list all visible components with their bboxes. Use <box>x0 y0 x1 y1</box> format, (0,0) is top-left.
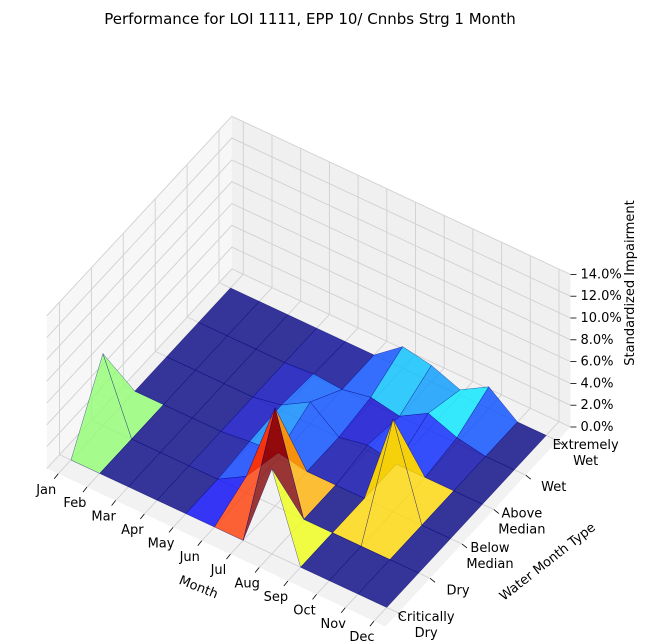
y-tick-mark <box>429 578 436 583</box>
x-tick-label: Jan <box>35 483 56 498</box>
gridline-z <box>46 115 571 317</box>
z-tick-label: 6.0% <box>580 355 613 370</box>
z-tick-label: 10.0% <box>580 311 621 326</box>
x-tick-label: Aug <box>234 577 259 592</box>
x-tick-mark <box>340 607 346 614</box>
y-tick-label: Below Median <box>466 541 513 572</box>
x-tick-mark <box>140 513 145 520</box>
x-tick-mark <box>283 580 289 587</box>
gridline-z <box>46 202 571 404</box>
y-tick-label: Dry <box>447 583 470 598</box>
z-tick-label: 12.0% <box>580 289 621 304</box>
x-tick-mark <box>53 473 59 480</box>
y-tick-mark <box>525 474 532 480</box>
gridline-z <box>46 224 571 426</box>
x-tick-mark <box>312 594 317 600</box>
z-tick-label: 4.0% <box>580 376 613 391</box>
y-tick-mark <box>557 440 563 446</box>
chart-title: Performance for LOI 1111, EPP 10/ Cnnbs … <box>104 10 516 28</box>
surface-patch <box>357 559 420 608</box>
x-tick-mark <box>369 620 375 627</box>
x-tick-label: May <box>148 536 175 551</box>
left-pane <box>46 116 232 469</box>
x-tick-label: Feb <box>63 496 86 511</box>
gridline-z <box>46 181 571 382</box>
y-tick-label: Above Median <box>498 507 545 538</box>
x-tick-label: Apr <box>121 523 144 538</box>
x-tick-mark <box>254 567 260 573</box>
y-tick-label: Critically Dry <box>398 610 455 641</box>
x-tick-mark <box>82 486 88 493</box>
y-tick-mark <box>461 543 468 549</box>
y-tick-label: Extremely Wet <box>553 438 619 469</box>
x-tick-label: Mar <box>91 510 116 525</box>
back-pane <box>231 116 571 428</box>
z-tick-label: 2.0% <box>580 398 613 413</box>
x-tick-mark <box>168 527 174 533</box>
x-tick-mark <box>226 553 231 560</box>
y-tick-mark <box>397 612 404 618</box>
x-tick-label: Jun <box>179 550 200 565</box>
z-tick-label: 14.0% <box>580 267 621 282</box>
y-tick-mark <box>493 509 500 514</box>
z-axis-label: Standardized Impairment <box>623 200 638 365</box>
x-tick-label: Jul <box>210 563 227 578</box>
x-tick-mark <box>197 540 203 547</box>
surface-mesh <box>70 287 547 608</box>
z-tick-label: 8.0% <box>580 333 613 348</box>
x-tick-label: Nov <box>321 617 347 632</box>
x-tick-label: Sep <box>264 590 289 605</box>
x-tick-mark <box>111 500 116 506</box>
gridline-z <box>46 137 571 338</box>
x-tick-label: Dec <box>349 630 374 642</box>
z-tick-label: 0.0% <box>580 420 613 435</box>
x-tick-label: Oct <box>293 603 315 618</box>
gridline-z <box>46 159 571 360</box>
y-tick-label: Wet <box>541 480 566 495</box>
